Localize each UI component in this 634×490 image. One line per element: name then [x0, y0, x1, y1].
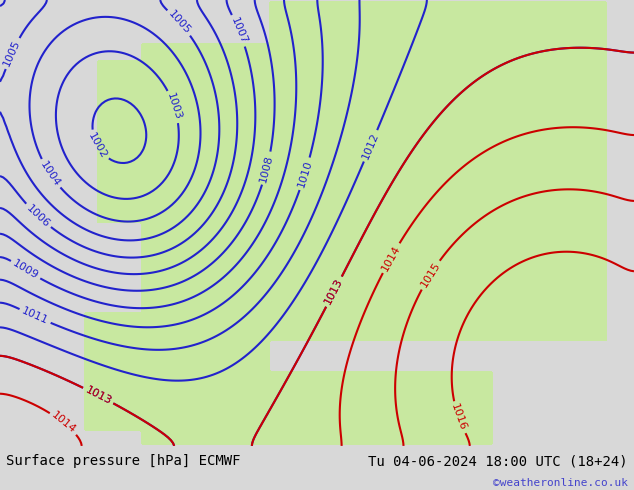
Text: 1011: 1011	[20, 306, 50, 326]
Text: 1010: 1010	[296, 159, 314, 189]
Text: 1014: 1014	[49, 410, 78, 436]
Text: 1007: 1007	[229, 16, 249, 46]
Text: 1008: 1008	[259, 153, 275, 183]
Text: 1004: 1004	[38, 159, 62, 188]
Text: 1003: 1003	[165, 92, 183, 122]
Text: Tu 04-06-2024 18:00 UTC (18+24): Tu 04-06-2024 18:00 UTC (18+24)	[368, 454, 628, 468]
Text: 1015: 1015	[418, 260, 442, 290]
Text: 1006: 1006	[25, 203, 51, 229]
Text: 1013: 1013	[323, 277, 345, 306]
Text: ©weatheronline.co.uk: ©weatheronline.co.uk	[493, 478, 628, 489]
Text: 1016: 1016	[450, 403, 468, 433]
Text: Surface pressure [hPa] ECMWF: Surface pressure [hPa] ECMWF	[6, 454, 241, 468]
Text: 1013: 1013	[84, 385, 113, 406]
Text: 1013: 1013	[323, 277, 345, 306]
Text: 1005: 1005	[2, 38, 22, 68]
Text: 1005: 1005	[166, 9, 193, 36]
Text: 1013: 1013	[84, 385, 113, 406]
Text: 1002: 1002	[86, 131, 109, 161]
Text: 1009: 1009	[11, 258, 40, 281]
Text: 1014: 1014	[380, 244, 402, 273]
Text: 1012: 1012	[361, 131, 380, 161]
